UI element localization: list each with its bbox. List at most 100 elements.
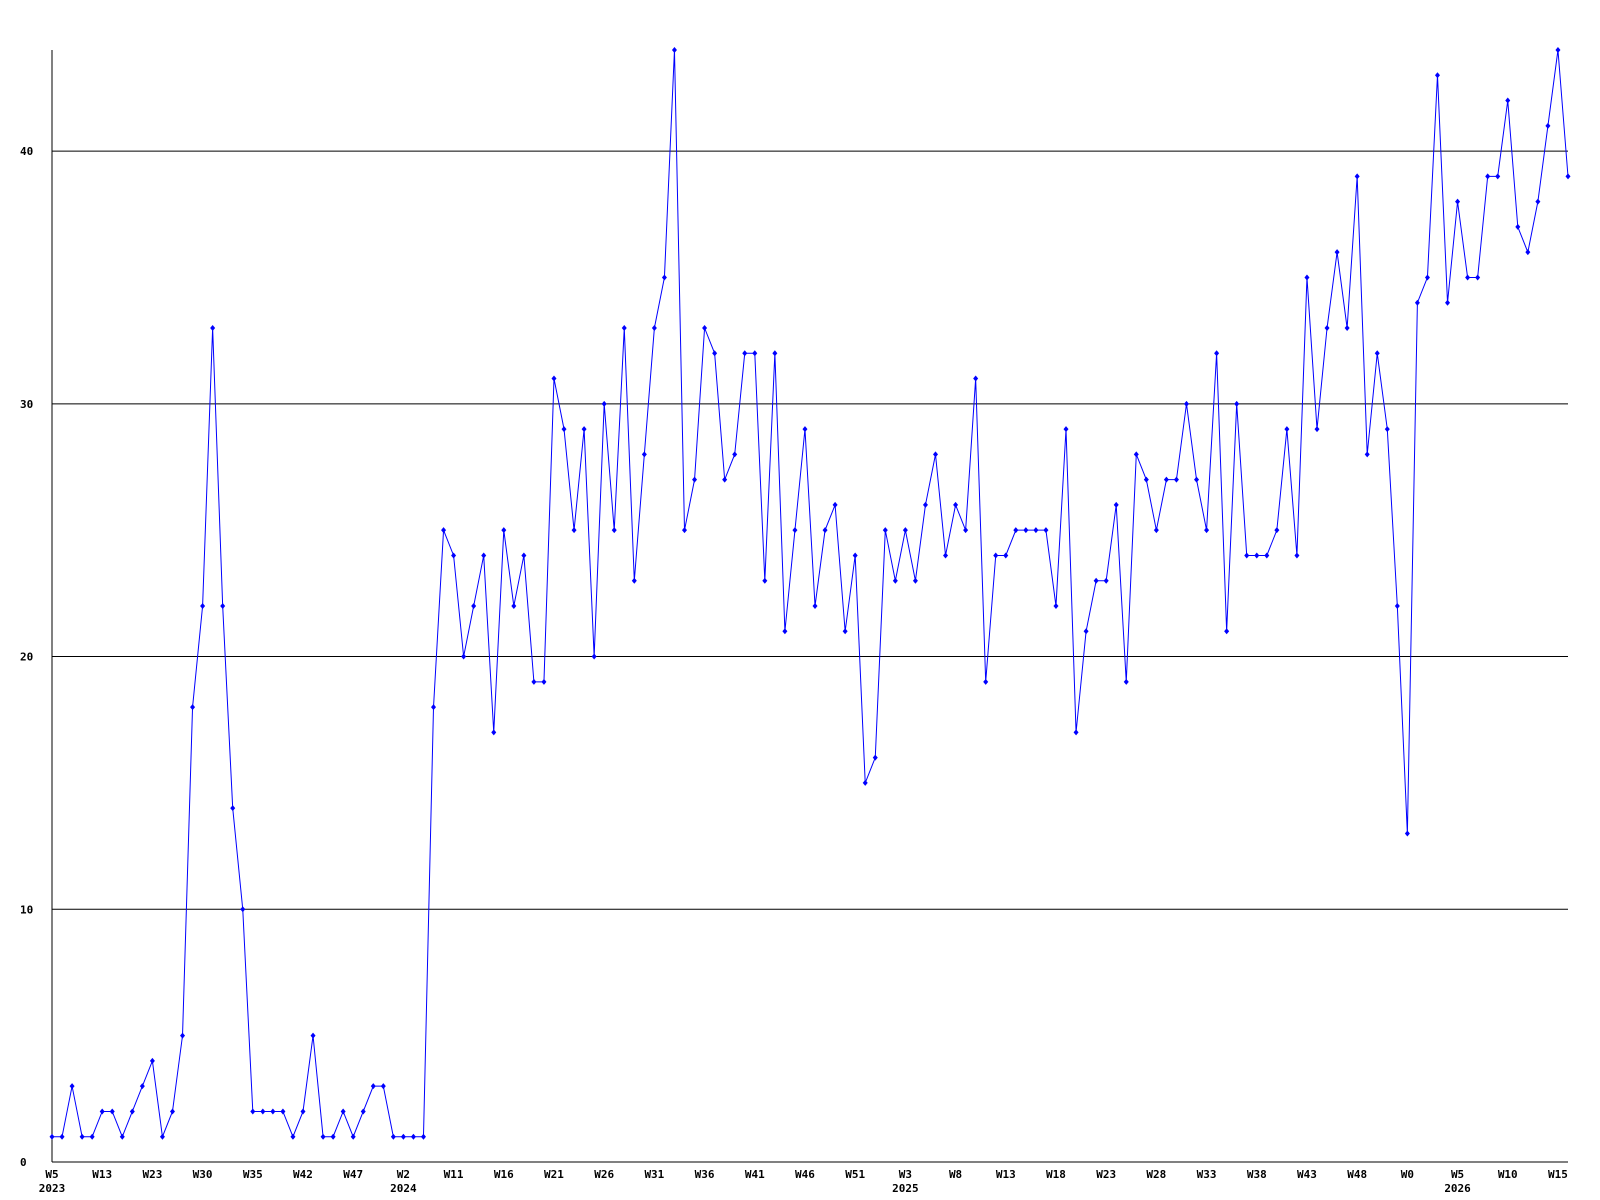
data-point — [1384, 426, 1390, 433]
data-point — [772, 350, 778, 357]
data-point — [561, 426, 567, 433]
x-tick-label: W16 — [494, 1168, 514, 1181]
data-point — [722, 476, 728, 483]
data-point — [59, 1133, 65, 1140]
data-point — [410, 1133, 416, 1140]
data-point — [1093, 577, 1099, 584]
data-point — [1083, 628, 1089, 635]
x-tick-label: W13 — [996, 1168, 1016, 1181]
data-point — [471, 603, 477, 609]
data-point — [1013, 527, 1019, 534]
data-point — [872, 754, 878, 761]
data-point — [230, 805, 236, 812]
x-tick-label: W5 — [45, 1168, 58, 1181]
data-point — [742, 350, 748, 357]
x-tick-label: W47 — [343, 1168, 363, 1181]
data-point — [792, 527, 798, 534]
x-tick-label: W30 — [193, 1168, 213, 1181]
data-point — [712, 350, 718, 357]
data-point — [762, 577, 768, 584]
data-point — [1475, 274, 1481, 281]
data-point — [451, 552, 457, 559]
data-point — [953, 501, 959, 508]
data-point — [169, 1108, 175, 1115]
data-point — [1424, 274, 1430, 281]
x-tick-label: W31 — [644, 1168, 664, 1181]
data-point — [1455, 198, 1461, 205]
data-point — [551, 375, 557, 382]
data-point — [842, 628, 848, 635]
data-point — [541, 678, 547, 685]
x-tick-label: W18 — [1046, 1168, 1066, 1181]
data-point — [601, 400, 607, 407]
data-point — [1364, 451, 1370, 458]
data-point — [380, 1083, 386, 1090]
x-tick-label: W13 — [92, 1168, 112, 1181]
data-point — [159, 1133, 165, 1140]
data-point — [882, 527, 888, 534]
data-point — [822, 527, 828, 534]
data-point — [49, 1133, 55, 1140]
data-point — [922, 501, 928, 508]
x-tick-label: W10 — [1498, 1168, 1518, 1181]
data-point — [671, 47, 677, 53]
data-point — [732, 451, 738, 458]
y-tick-label: 20 — [20, 651, 33, 664]
x-tick-label: W41 — [745, 1168, 765, 1181]
data-point — [1023, 527, 1029, 534]
data-point — [1033, 527, 1039, 534]
y-tick-label: 10 — [20, 903, 33, 916]
x-tick-label: W11 — [444, 1168, 464, 1181]
data-point — [1545, 122, 1551, 129]
data-point — [1254, 552, 1260, 559]
x-tick-label: W15 — [1548, 1168, 1568, 1181]
data-point — [591, 653, 597, 660]
data-point — [1535, 198, 1541, 205]
data-point — [1274, 527, 1280, 534]
data-point — [310, 1032, 316, 1039]
x-tick-label: W43 — [1297, 1168, 1317, 1181]
data-point — [1495, 173, 1501, 180]
data-point — [1314, 426, 1320, 433]
data-point — [1103, 577, 1109, 584]
data-point — [370, 1083, 376, 1090]
data-point — [390, 1133, 396, 1140]
x-tick-label: W2 — [397, 1168, 410, 1181]
data-point — [1505, 97, 1511, 104]
data-point — [943, 552, 949, 559]
data-point — [1073, 729, 1079, 736]
data-point — [1565, 173, 1571, 180]
y-tick-label: 0 — [20, 1156, 27, 1169]
x-tick-label: W35 — [243, 1168, 263, 1181]
data-point — [149, 1057, 155, 1064]
data-line — [52, 49, 1569, 1139]
data-point — [1304, 274, 1310, 281]
data-point — [862, 779, 868, 786]
data-point — [1043, 527, 1049, 534]
x-tick-label: W42 — [293, 1168, 313, 1181]
data-point — [1334, 249, 1340, 256]
data-point — [441, 527, 447, 534]
data-point — [400, 1133, 406, 1140]
data-point — [892, 577, 898, 584]
data-point — [782, 628, 788, 635]
data-point — [1194, 476, 1200, 483]
data-point — [139, 1083, 145, 1090]
data-point — [220, 603, 226, 609]
data-point — [1204, 527, 1210, 534]
data-point — [290, 1133, 296, 1140]
y-tick-label: 30 — [20, 398, 33, 411]
data-point — [1173, 476, 1179, 483]
data-point — [1525, 249, 1531, 256]
y-tick-label: 40 — [20, 145, 33, 158]
x-year-label: 2025 — [892, 1182, 919, 1195]
data-point — [1183, 400, 1189, 407]
data-point — [250, 1108, 256, 1115]
data-point — [521, 552, 527, 559]
data-point — [69, 1083, 75, 1090]
data-point — [631, 577, 637, 584]
data-point — [802, 426, 808, 433]
x-tick-label: W5 — [1451, 1168, 1464, 1181]
data-point — [702, 325, 708, 331]
